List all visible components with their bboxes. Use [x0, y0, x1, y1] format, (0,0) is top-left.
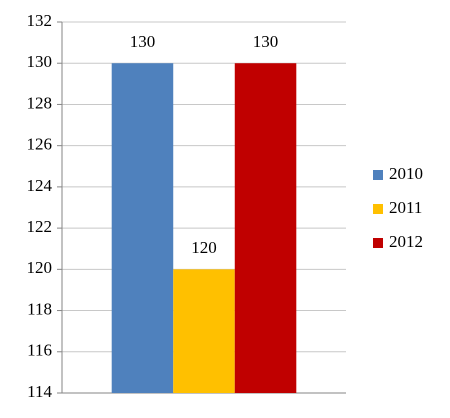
y-tick-label: 124 — [27, 176, 53, 195]
y-tick-label: 126 — [27, 135, 53, 154]
y-tick-label: 130 — [27, 52, 53, 71]
y-tick-label: 114 — [27, 382, 52, 401]
legend-label: 2012 — [389, 232, 423, 251]
bar — [173, 269, 235, 393]
y-tick-label: 118 — [27, 299, 52, 318]
data-label: 130 — [253, 32, 279, 51]
y-tick-label: 132 — [27, 11, 53, 30]
legend-label: 2010 — [389, 164, 423, 183]
data-label: 120 — [191, 238, 217, 257]
bar — [111, 63, 174, 393]
bar — [234, 63, 297, 393]
y-tick-label: 120 — [27, 258, 53, 277]
legend-label: 2011 — [389, 198, 422, 217]
legend-swatch — [373, 204, 383, 214]
y-tick-label: 116 — [27, 341, 52, 360]
y-tick-label: 122 — [27, 217, 53, 236]
y-tick-label: 128 — [27, 93, 53, 112]
legend-swatch — [373, 238, 383, 248]
legend-swatch — [373, 170, 383, 180]
data-label: 130 — [130, 32, 156, 51]
